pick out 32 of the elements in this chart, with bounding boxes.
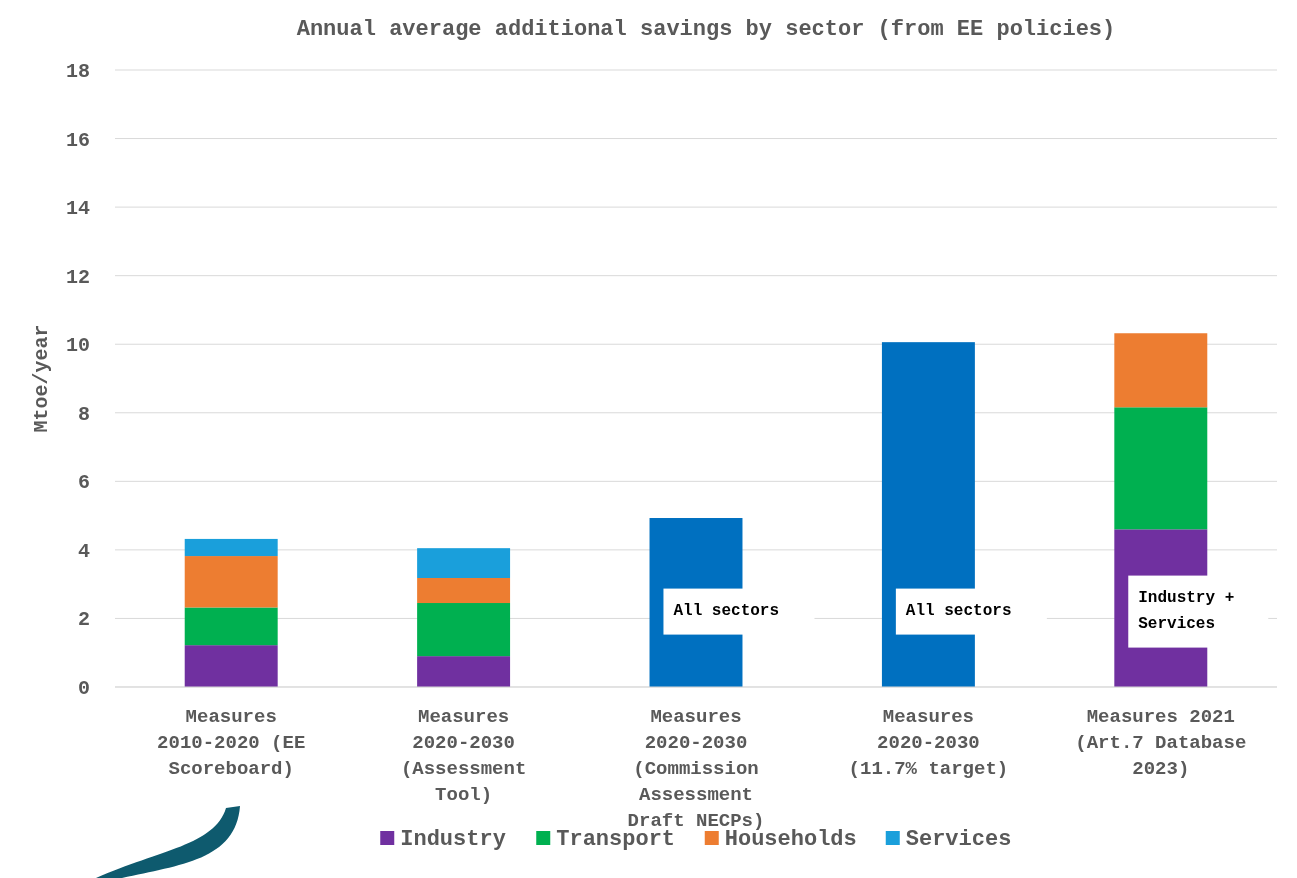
bar <box>417 603 511 657</box>
y-tick-label: 4 <box>77 539 90 563</box>
y-tick-label: 2 <box>77 608 90 632</box>
y-tick-label: 12 <box>65 265 90 289</box>
bar <box>1114 407 1208 530</box>
annotation: All sectors <box>905 601 1012 620</box>
bar <box>417 548 511 578</box>
y-tick-label: 6 <box>77 471 90 495</box>
x-tick-label: Measures 2021 (Art.7 Database 2023) <box>1075 706 1247 780</box>
y-tick-label: 14 <box>65 197 90 221</box>
x-tick-label: Measures 2020-2030 (11.7% target) <box>848 706 1009 780</box>
y-tick-label: 10 <box>65 334 90 358</box>
bar <box>1114 333 1208 408</box>
bar <box>417 656 511 687</box>
y-tick-label: 16 <box>65 128 90 152</box>
annotation: All sectors <box>673 601 780 620</box>
legend-label: Industry <box>400 827 506 852</box>
y-tick-label: 18 <box>65 60 90 83</box>
x-tick-label: Measures 2020-2030 (Assessment Tool) <box>400 706 527 806</box>
legend-label: Transport <box>556 827 676 852</box>
chart-title: Annual average additional savings by sector (from EE policies) <box>296 17 1116 42</box>
legend-label: Services <box>905 827 1012 852</box>
bar <box>184 556 278 608</box>
bar <box>184 538 278 557</box>
bar <box>184 645 278 687</box>
annotation: Industry + Services <box>1138 588 1235 633</box>
y-axis-title: Mtoe/year <box>30 324 53 433</box>
y-tick-label: 0 <box>77 677 90 700</box>
bar <box>417 578 511 604</box>
x-tick-label: Measures 2010-2020 (EE Scoreboard) <box>157 706 306 780</box>
y-tick-label: 8 <box>77 402 90 426</box>
bar <box>184 607 278 646</box>
